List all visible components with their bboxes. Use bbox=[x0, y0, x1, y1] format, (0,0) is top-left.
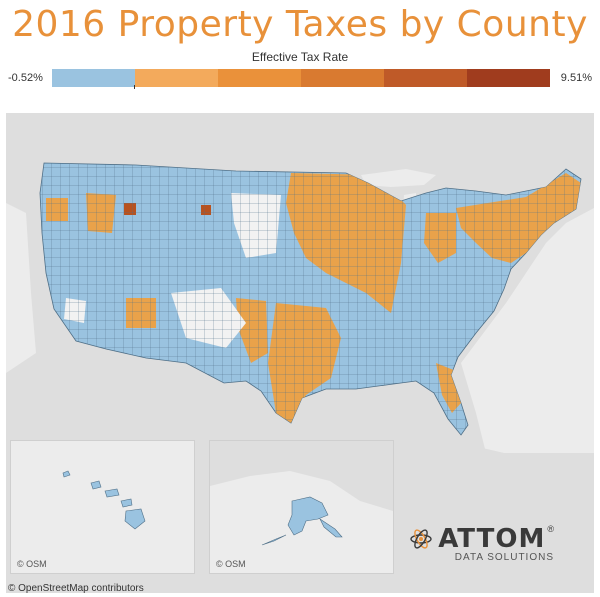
choropleth-map[interactable]: © OSM © OSM ATTOM ® DATA SOLUTIONS bbox=[6, 113, 594, 593]
hawaii-inset[interactable]: © OSM bbox=[10, 440, 195, 574]
legend-swatch bbox=[218, 69, 301, 87]
legend-swatch bbox=[384, 69, 467, 87]
alaska-state bbox=[287, 496, 329, 536]
logo-wordmark: ATTOM bbox=[438, 524, 546, 554]
page-title: 2016 Property Taxes by County bbox=[12, 4, 588, 45]
caribbean-land bbox=[461, 443, 546, 473]
legend-zero-tick bbox=[134, 85, 135, 89]
logo-tagline: DATA SOLUTIONS bbox=[454, 552, 554, 563]
attom-logo: ATTOM ® DATA SOLUTIONS bbox=[410, 524, 554, 563]
hawaii-island bbox=[120, 498, 133, 508]
hawaii-osm-attribution: © OSM bbox=[17, 559, 47, 569]
legend-swatch bbox=[301, 69, 384, 87]
alaska-surrounding-land bbox=[210, 441, 393, 511]
lake-superior bbox=[361, 169, 436, 187]
hawaii-island bbox=[104, 488, 120, 498]
legend-max-label: 9.51% bbox=[560, 72, 592, 84]
alaska-osm-attribution: © OSM bbox=[216, 559, 246, 569]
legend-title: Effective Tax Rate bbox=[251, 50, 349, 64]
atom-icon bbox=[410, 529, 432, 549]
legend-swatch bbox=[467, 69, 550, 87]
alaska-panhandle bbox=[319, 518, 343, 538]
hawaii-map bbox=[62, 470, 146, 530]
aleutian-islands bbox=[261, 534, 287, 546]
logo-registered-mark: ® bbox=[547, 524, 554, 534]
hawaii-island bbox=[124, 508, 146, 530]
map-credit: © OpenStreetMap contributors bbox=[8, 583, 144, 594]
alaska-inset[interactable]: © OSM bbox=[209, 440, 394, 574]
color-legend-bar bbox=[52, 69, 550, 87]
alaska-map bbox=[210, 441, 393, 546]
hawaii-island bbox=[90, 480, 102, 490]
legend-min-label: -0.52% bbox=[8, 72, 43, 84]
hawaii-island bbox=[62, 470, 71, 478]
legend-swatch bbox=[135, 69, 218, 87]
legend-swatch bbox=[52, 69, 135, 87]
